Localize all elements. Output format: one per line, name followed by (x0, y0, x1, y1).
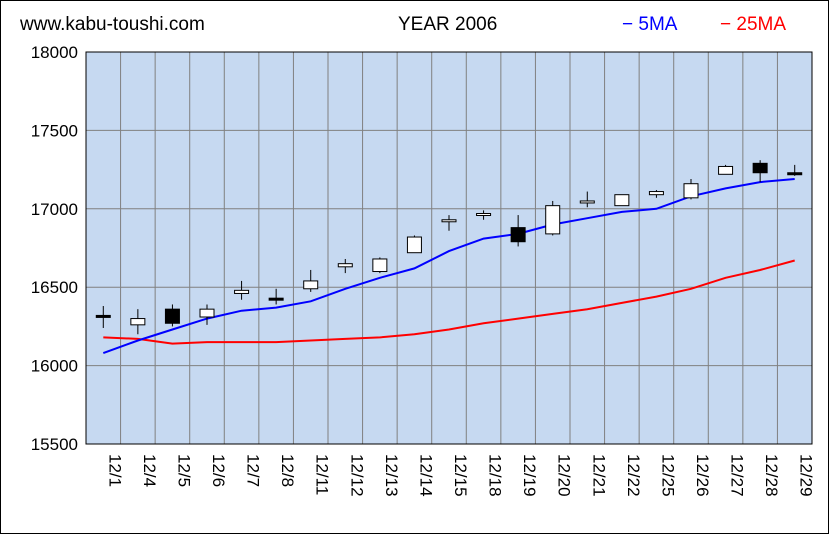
candles (95, 160, 803, 335)
candle (683, 179, 699, 200)
x-tick-label: 12/25 (658, 454, 677, 497)
x-tick-label: 12/13 (382, 454, 401, 497)
candle (95, 306, 111, 328)
candle-body (476, 213, 492, 217)
x-axis-ticks: 12/1 12/4 12/5 12/6 12/7 12/8 12/11 12/12 12/13 1… (105, 454, 815, 497)
candle-body (234, 289, 250, 294)
x-tick-label: 12/26 (693, 454, 712, 497)
plot-border (85, 51, 813, 445)
x-tick-label: 12/15 (451, 454, 470, 497)
y-tick-label: 17500 (31, 121, 78, 140)
candle (718, 164, 734, 175)
candle-body (787, 172, 803, 176)
candle (303, 269, 319, 292)
ma25-line (103, 259, 795, 345)
x-tick-label: 12/18 (486, 454, 505, 497)
candle (476, 210, 492, 220)
x-tick-label: 12/22 (624, 454, 643, 497)
candle (441, 215, 457, 231)
x-tick-label: 12/12 (347, 454, 366, 497)
candle-body (164, 308, 180, 324)
y-axis-ticks: 15500 16000 16500 17000 17500 18000 (31, 43, 78, 454)
candle (614, 194, 630, 207)
candle-body (579, 200, 595, 204)
x-tick-label: 12/21 (589, 454, 608, 497)
candle (372, 257, 388, 274)
site-url[interactable]: www.kabu-toushi.com (20, 14, 205, 35)
candle-body (510, 227, 526, 243)
legend-5ma: − 5MA (622, 14, 678, 35)
ma5-series (102, 178, 795, 355)
ma5-line (102, 178, 795, 355)
x-tick-label: 12/8 (278, 454, 297, 487)
candle (130, 309, 146, 335)
x-tick-label: 12/7 (244, 454, 263, 487)
candle (787, 164, 803, 176)
candle-body (545, 205, 561, 235)
x-tick-label: 12/29 (797, 454, 816, 497)
candle (199, 304, 215, 325)
x-tick-label: 12/1 (105, 454, 124, 487)
y-tick-label: 15500 (31, 435, 78, 454)
candle (234, 280, 250, 300)
candle-body (406, 236, 422, 254)
candle (545, 200, 561, 236)
candle (579, 191, 595, 208)
candle (337, 258, 353, 274)
candle-body (303, 280, 319, 290)
candle-body (718, 165, 734, 175)
candle (648, 189, 664, 198)
candle-body (268, 297, 284, 301)
candle-body (648, 191, 664, 196)
chart-title: YEAR 2006 (398, 14, 498, 35)
x-tick-label: 12/19 (520, 454, 539, 497)
candle (406, 235, 422, 254)
candle (164, 304, 180, 327)
y-tick-label: 18000 (31, 43, 78, 62)
candle-body (441, 219, 457, 223)
candle-body (683, 183, 699, 199)
candle-body (372, 258, 388, 273)
x-tick-label: 12/6 (209, 454, 228, 487)
candle-body (337, 263, 353, 268)
candle (268, 288, 284, 305)
candle-body (95, 314, 111, 318)
x-tick-label: 12/28 (762, 454, 781, 497)
candle-body (614, 194, 630, 207)
y-tick-label: 16500 (31, 278, 78, 297)
legend-25ma: − 25MA (720, 14, 787, 35)
y-tick-label: 17000 (31, 200, 78, 219)
candle-body (199, 308, 215, 318)
y-tick-label: 16000 (31, 357, 78, 376)
plot-area (86, 52, 812, 444)
candle (510, 215, 526, 247)
x-tick-label: 12/20 (555, 454, 574, 497)
x-tick-label: 12/5 (174, 454, 193, 487)
x-tick-label: 12/27 (728, 454, 747, 497)
candle (752, 160, 768, 183)
candle-body (752, 162, 768, 174)
grid-lines (86, 52, 812, 444)
x-tick-label: 12/14 (416, 454, 435, 497)
ma25-series (103, 259, 795, 345)
x-tick-label: 12/11 (313, 454, 332, 495)
x-tick-label: 12/4 (140, 454, 159, 487)
candle-body (130, 318, 146, 326)
